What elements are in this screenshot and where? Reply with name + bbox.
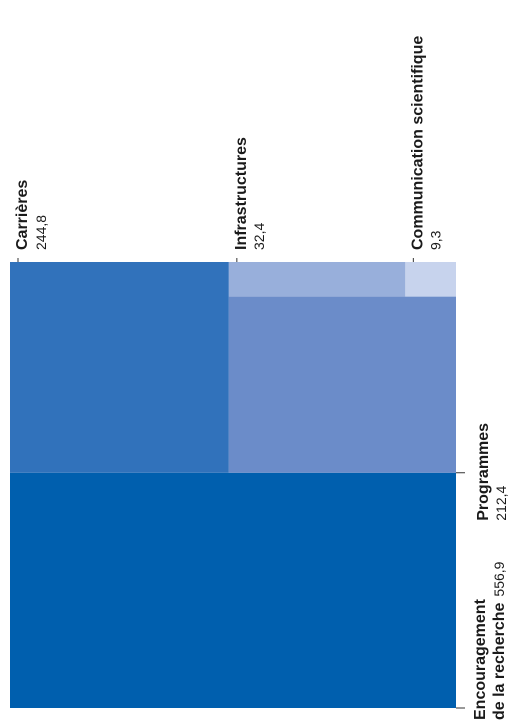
label-name-carrieres: Carrières	[14, 180, 31, 250]
treemap-cell-communication	[405, 262, 456, 297]
treemap-cell-infrastructures	[228, 262, 406, 297]
label-name-infrastructures: Infrastructures	[233, 137, 250, 250]
label-name-communication: Communication scientifique	[409, 36, 426, 250]
label-group-infrastructures: Infrastructures 32,4	[233, 137, 267, 250]
label-group-carrieres: Carrières 244,8	[14, 180, 49, 250]
label-group-communication: Communication scientifique 9,3	[409, 36, 443, 250]
label-name-encouragement-2: de la recherche	[491, 603, 508, 721]
label-name-encouragement-1: Encouragement	[472, 598, 489, 720]
label-name-programmes: Programmes	[475, 423, 492, 521]
treemap-cell-carrieres	[10, 262, 229, 473]
treemap-cell-encouragement	[10, 472, 456, 708]
label-group-encouragement: Encouragement de la recherche 556,9	[472, 561, 508, 720]
label-value-programmes: 212,4	[493, 486, 509, 521]
label-value-carrieres: 244,8	[33, 215, 49, 250]
label-group-programmes: Programmes 212,4	[475, 423, 509, 521]
label-value-communication: 9,3	[427, 230, 443, 250]
treemap-cell-programmes	[228, 296, 456, 473]
label-value-infrastructures: 32,4	[251, 223, 267, 250]
label-value-encouragement: 556,9	[491, 561, 507, 596]
